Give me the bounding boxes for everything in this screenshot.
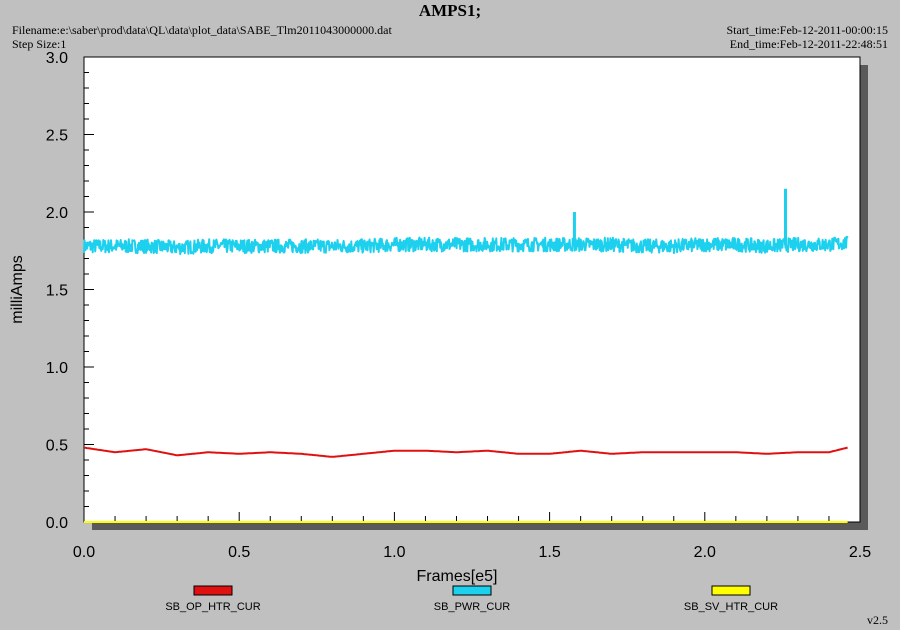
y-tick-label: 3.0: [46, 50, 68, 67]
y-tick-label: 0.0: [46, 515, 68, 532]
plot-area: [83, 56, 861, 523]
legend-swatch: [452, 585, 492, 596]
series-line-sb-op-htr-cur: [83, 446, 848, 458]
y-tick-label: 2.0: [46, 205, 68, 222]
end-time-label: End_time:Feb-12-2011-22:48:51: [729, 37, 888, 51]
y-tick-label: 1.5: [46, 283, 68, 300]
x-tick-label: 2.0: [694, 544, 716, 561]
legend-swatch: [711, 585, 751, 596]
x-tick-label: 0.5: [228, 544, 250, 561]
legend-label: SB_OP_HTR_CUR: [165, 601, 260, 613]
y-tick-label: 2.5: [46, 128, 68, 145]
x-tick-label: 2.5: [849, 544, 871, 561]
legend-label: SB_SV_HTR_CUR: [684, 601, 778, 613]
start-time-label: Start_time:Feb-12-2011-00:00:15: [726, 23, 888, 37]
x-tick-label: 1.5: [538, 544, 560, 561]
version-label: v2.5: [867, 613, 888, 627]
filename-label: Filename:e:\saber\prod\data\QL\data\plot…: [12, 23, 392, 37]
legend-swatch: [193, 585, 233, 596]
y-axis-label: milliAmps: [9, 255, 26, 323]
x-tick-label: 0.0: [73, 544, 95, 561]
series-line-sb-pwr-cur: [83, 235, 849, 256]
legend-label: SB_PWR_CUR: [434, 601, 510, 613]
step-size-label: Step Size:1: [12, 37, 67, 51]
y-tick-label: 0.5: [46, 438, 68, 455]
y-tick-label: 1.0: [46, 360, 68, 377]
x-tick-label: 1.0: [383, 544, 405, 561]
chart-title: AMPS1;: [418, 1, 482, 20]
x-axis-label: Frames[e5]: [417, 568, 498, 585]
